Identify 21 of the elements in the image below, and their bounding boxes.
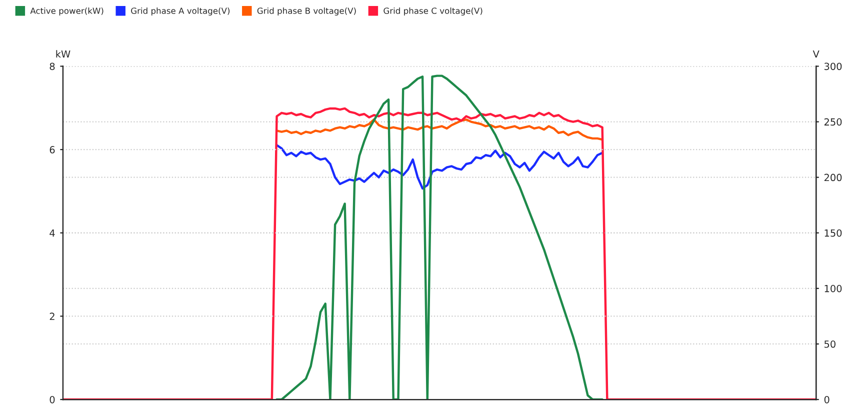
y2-tick-label: 100 [824, 284, 842, 292]
y-tick-label: 6 [50, 146, 55, 154]
line-series [276, 74, 604, 400]
legend-label: Grid phase B voltage(V) [257, 7, 356, 16]
legend-label: Grid phase A voltage(V) [131, 7, 230, 16]
y-tick-label: 0 [50, 396, 55, 404]
y-tick-label: 2 [50, 312, 54, 320]
y2-axis-title: V [812, 50, 820, 58]
y2-tick-label: 150 [824, 229, 842, 237]
y-axis-title: kW [56, 50, 70, 58]
line-series [276, 144, 604, 190]
line-series [276, 118, 604, 141]
y2-tick-label: 300 [824, 62, 842, 70]
legend-label: Grid phase C voltage(V) [384, 7, 482, 16]
y2-tick-label: 250 [824, 118, 842, 126]
y2-tick-label: 50 [824, 340, 836, 348]
y-tick-label: 8 [50, 62, 55, 70]
y2-tick-label: 0 [824, 396, 830, 404]
y-tick-label: 4 [50, 229, 55, 237]
y2-tick-label: 200 [824, 174, 842, 182]
legend-label: Active power(kW) [30, 7, 104, 16]
